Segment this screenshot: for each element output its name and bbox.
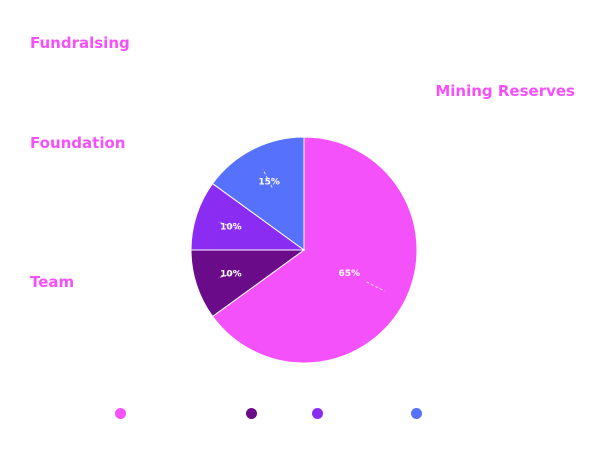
- slice-fundraising: [211, 136, 305, 251]
- legend-marker-foundation[interactable]: [312, 408, 323, 419]
- slice-label-fundraising: Fundralsing: [30, 34, 130, 52]
- slice-leader-line: [366, 281, 385, 292]
- slice-value-label: 10%: [220, 222, 242, 232]
- legend-marker-mining-reserves[interactable]: [115, 408, 126, 419]
- slice-foundation: [190, 182, 306, 251]
- slice-label-team: Team: [30, 273, 75, 291]
- slice-mining-reserves: [211, 136, 418, 364]
- legend-marker-fundraising[interactable]: [411, 408, 422, 419]
- slice-label-mining-reserves: Mining Reserves: [435, 82, 575, 100]
- slice-team: [190, 249, 306, 318]
- slice-value-label: 65%: [339, 269, 361, 279]
- slice-value-label: 10%: [220, 270, 242, 280]
- legend-marker-team[interactable]: [246, 408, 257, 419]
- slice-leader-line: [262, 169, 273, 188]
- slice-value-label: 15%: [258, 178, 280, 188]
- slice-leader-line: [217, 221, 238, 229]
- slice-leader-line: [217, 271, 238, 279]
- slice-label-foundation: Foundation: [30, 134, 126, 152]
